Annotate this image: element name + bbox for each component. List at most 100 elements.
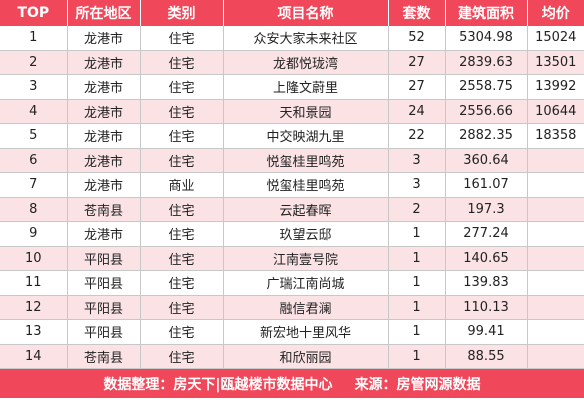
cell-category: 住宅 [140,74,224,100]
cell-units: 27 [388,50,446,75]
table-row: 2 龙港市 住宅 龙都悦珑湾 27 2839.63 13501 [0,50,584,75]
cell-project-name: 新宏地十里风华 [223,319,389,345]
cell-rank: 7 [0,172,68,198]
cell-avg-price: 13992 [527,74,584,100]
cell-avg-price [527,148,584,173]
cell-units: 27 [388,74,446,100]
cell-project-name: 和欣丽园 [223,344,389,369]
cell-category: 住宅 [140,26,224,51]
cell-units: 1 [388,246,446,271]
footer-data-compiled: 数据整理：房天下|瓯越楼市数据中心 [103,376,333,393]
cell-district: 龙港市 [67,123,141,149]
footer-bar: 数据整理：房天下|瓯越楼市数据中心 来源：房管网源数据 [0,368,584,398]
cell-project-name: 融信君澜 [223,295,389,320]
table-row: 10 平阳县 住宅 江南壹号院 1 140.65 [0,246,584,271]
cell-units: 3 [388,148,446,173]
cell-units: 1 [388,270,446,296]
header-rank: TOP [0,0,68,26]
header-district: 所在地区 [67,0,141,26]
cell-avg-price [527,197,584,222]
cell-project-name: 悦玺桂里鸣苑 [223,148,389,173]
header-category: 类别 [140,0,224,26]
table-row: 14 苍南县 住宅 和欣丽园 1 88.55 [0,344,584,369]
cell-units: 24 [388,99,446,124]
footer-source: 来源：房管网源数据 [354,376,481,393]
table-row: 11 平阳县 住宅 广瑞江南尚城 1 139.83 [0,270,584,296]
cell-rank: 11 [0,270,68,296]
header-floor-area: 建筑面积 [445,0,528,26]
cell-project-name: 龙都悦珑湾 [223,50,389,75]
header-units: 套数 [388,0,446,26]
cell-district: 龙港市 [67,74,141,100]
table-body: 1 龙港市 住宅 众安大家未来社区 52 5304.98 15024 2 龙港市 住宅 龙都悦珑湾 2… [0,26,584,369]
cell-avg-price [527,270,584,296]
cell-category: 住宅 [140,221,224,247]
cell-avg-price: 13501 [527,50,584,75]
cell-units: 52 [388,26,446,51]
cell-avg-price [527,221,584,247]
cell-district: 龙港市 [67,50,141,75]
cell-floor-area: 140.65 [445,246,528,271]
footer-row: 数据整理：房天下|瓯越楼市数据中心 来源：房管网源数据 [0,368,584,398]
cell-avg-price [527,246,584,271]
cell-units: 3 [388,172,446,198]
cell-units: 1 [388,344,446,369]
cell-district: 龙港市 [67,172,141,198]
cell-floor-area: 139.83 [445,270,528,296]
cell-avg-price: 18358 [527,123,584,149]
cell-category: 住宅 [140,270,224,296]
cell-units: 2 [388,197,446,222]
table-row: 4 龙港市 住宅 天和景园 24 2556.66 10644 [0,99,584,124]
cell-floor-area: 2558.75 [445,74,528,100]
cell-district: 龙港市 [67,99,141,124]
table-row: 6 龙港市 住宅 悦玺桂里鸣苑 3 360.64 [0,148,584,173]
cell-units: 1 [388,295,446,320]
cell-project-name: 江南壹号院 [223,246,389,271]
cell-rank: 6 [0,148,68,173]
header-row: TOP 所在地区 类别 项目名称 套数 建筑面积 均价 [0,0,584,26]
cell-floor-area: 110.13 [445,295,528,320]
cell-avg-price: 15024 [527,26,584,51]
cell-avg-price [527,172,584,198]
cell-district: 龙港市 [67,26,141,51]
table-row: 7 龙港市 商业 悦玺桂里鸣苑 3 161.07 [0,172,584,198]
cell-project-name: 云起春晖 [223,197,389,222]
cell-rank: 10 [0,246,68,271]
table-row: 12 平阳县 住宅 融信君澜 1 110.13 [0,295,584,320]
cell-category: 住宅 [140,99,224,124]
cell-district: 龙港市 [67,148,141,173]
table-row: 9 龙港市 住宅 玖望云邸 1 277.24 [0,221,584,247]
cell-floor-area: 99.41 [445,319,528,345]
cell-floor-area: 2839.63 [445,50,528,75]
cell-project-name: 上隆文蔚里 [223,74,389,100]
cell-floor-area: 161.07 [445,172,528,198]
cell-district: 苍南县 [67,344,141,369]
table-row: 8 苍南县 住宅 云起春晖 2 197.3 [0,197,584,222]
cell-rank: 2 [0,50,68,75]
cell-category: 住宅 [140,197,224,222]
cell-category: 住宅 [140,148,224,173]
cell-units: 1 [388,319,446,345]
cell-district: 平阳县 [67,270,141,296]
cell-units: 22 [388,123,446,149]
cell-avg-price [527,295,584,320]
cell-district: 平阳县 [67,319,141,345]
cell-project-name: 天和景园 [223,99,389,124]
table-row: 5 龙港市 住宅 中交映湖九里 22 2882.35 18358 [0,123,584,149]
cell-category: 商业 [140,172,224,198]
cell-rank: 12 [0,295,68,320]
cell-rank: 14 [0,344,68,369]
cell-rank: 8 [0,197,68,222]
cell-category: 住宅 [140,123,224,149]
cell-project-name: 玖望云邸 [223,221,389,247]
cell-district: 平阳县 [67,246,141,271]
cell-project-name: 中交映湖九里 [223,123,389,149]
cell-units: 1 [388,221,446,247]
cell-rank: 13 [0,319,68,345]
cell-category: 住宅 [140,50,224,75]
cell-floor-area: 360.64 [445,148,528,173]
cell-project-name: 悦玺桂里鸣苑 [223,172,389,198]
cell-category: 住宅 [140,319,224,345]
cell-floor-area: 277.24 [445,221,528,247]
header-project-name: 项目名称 [223,0,389,26]
